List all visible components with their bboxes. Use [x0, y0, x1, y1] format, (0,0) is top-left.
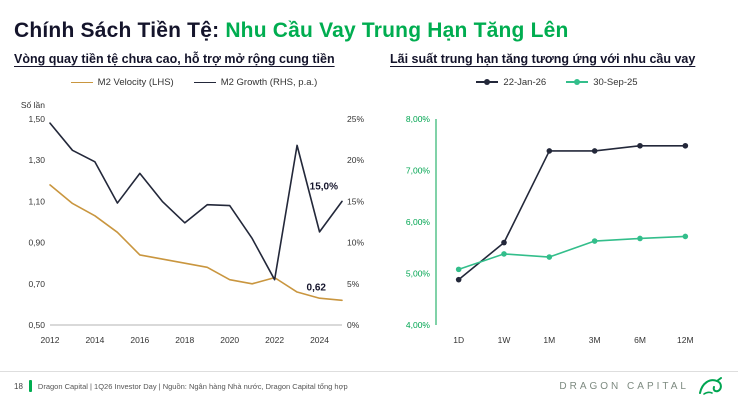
svg-text:2024: 2024	[310, 335, 329, 345]
svg-text:6,00%: 6,00%	[406, 217, 431, 227]
svg-text:1,50: 1,50	[28, 114, 45, 124]
svg-text:8,00%: 8,00%	[406, 114, 431, 124]
svg-text:6M: 6M	[634, 335, 646, 345]
svg-text:15%: 15%	[347, 196, 364, 206]
svg-text:2016: 2016	[130, 335, 149, 345]
svg-text:0,62: 0,62	[307, 282, 327, 293]
svg-text:0,70: 0,70	[28, 279, 45, 289]
svg-text:4,00%: 4,00%	[406, 320, 431, 330]
rates-chart-panel: Lãi suất trung hạn tăng tương ứng với nh…	[390, 52, 724, 351]
svg-text:0,90: 0,90	[28, 238, 45, 248]
svg-text:12M: 12M	[677, 335, 694, 345]
title-prefix: Chính Sách Tiền Tệ:	[14, 19, 226, 43]
svg-text:25%: 25%	[347, 114, 364, 124]
svg-text:1M: 1M	[543, 335, 555, 345]
legend-label-30-sep-25: 30-Sep-25	[593, 76, 638, 88]
svg-text:1,10: 1,10	[28, 196, 45, 206]
svg-text:2022: 2022	[265, 335, 284, 345]
m2-velocity-line-swatch	[70, 81, 93, 83]
svg-text:2020: 2020	[220, 335, 239, 345]
svg-text:20%: 20%	[347, 155, 364, 165]
dragon-logo-icon	[699, 377, 722, 395]
legend-item-m2-growth: M2 Growth (RHS, p.a.)	[193, 76, 318, 88]
footer-accent-bar	[28, 380, 32, 392]
title-highlight: Nhu Cầu Vay Trung Hạn Tăng Lên	[225, 19, 569, 43]
svg-text:2014: 2014	[85, 335, 104, 345]
legend-item-30-sep-25: 30-Sep-25	[566, 76, 638, 88]
footer-source: Dragon Capital | 1Q26 Investor Day | Ngu…	[37, 381, 348, 391]
m2-chart-legend: M2 Velocity (LHS) M2 Growth (RHS, p.a.)	[14, 75, 374, 89]
legend-item-m2-velocity: M2 Velocity (LHS)	[70, 76, 174, 88]
m2-chart-panel: Vòng quay tiền tệ chưa cao, hỗ trợ mở rộ…	[14, 52, 374, 351]
legend-label-m2-growth: M2 Growth (RHS, p.a.)	[220, 76, 318, 88]
m2-growth-line-swatch	[193, 81, 216, 83]
svg-text:5,00%: 5,00%	[406, 269, 431, 279]
svg-text:5%: 5%	[347, 279, 360, 289]
logo-text: DRAGON CAPITAL	[559, 380, 689, 392]
rates-green-line-swatch	[566, 81, 589, 83]
svg-text:0%: 0%	[347, 320, 360, 330]
rates-chart-svg: 8,00% 7,00% 6,00% 5,00% 4,00% 1D 1W 1M 3M 6M 12M	[406, 114, 694, 345]
legend-label-22-jan-26: 22-Jan-26	[503, 76, 547, 88]
footer: 18 Dragon Capital | 1Q26 Investor Day | …	[0, 371, 738, 400]
svg-text:10%: 10%	[347, 238, 364, 248]
svg-text:1,30: 1,30	[28, 155, 45, 165]
rates-dark-line-swatch	[476, 81, 499, 83]
legend-label-m2-velocity: M2 Velocity (LHS)	[97, 76, 174, 88]
legend-item-22-jan-26: 22-Jan-26	[476, 77, 546, 88]
svg-text:15,0%: 15,0%	[310, 181, 338, 192]
svg-text:2012: 2012	[41, 335, 60, 345]
svg-text:Số lần: Số lần	[21, 100, 45, 110]
svg-text:0,50: 0,50	[28, 320, 45, 330]
dragon-capital-logo: DRAGON CAPITAL	[559, 375, 724, 397]
svg-text:2018: 2018	[175, 335, 194, 345]
m2-chart-title: Vòng quay tiền tệ chưa cao, hỗ trợ mở rộ…	[14, 52, 335, 66]
svg-text:3M: 3M	[589, 335, 601, 345]
svg-text:1D: 1D	[453, 335, 464, 345]
svg-text:7,00%: 7,00%	[406, 166, 431, 176]
rates-chart-title: Lãi suất trung hạn tăng tương ứng với nh…	[390, 52, 696, 66]
svg-text:1W: 1W	[498, 335, 511, 345]
m2-chart-svg: 1,50 1,30 1,10 0,90 0,70 0,50 25% 20% 15% 10% 5% 0%…	[21, 100, 365, 345]
rates-chart-legend: 22-Jan-26 30-Sep-25	[390, 75, 724, 89]
slide-title: Chính Sách Tiền Tệ: Nhu Cầu Vay Trung Hạ…	[14, 19, 569, 43]
page-number: 18	[14, 381, 23, 391]
